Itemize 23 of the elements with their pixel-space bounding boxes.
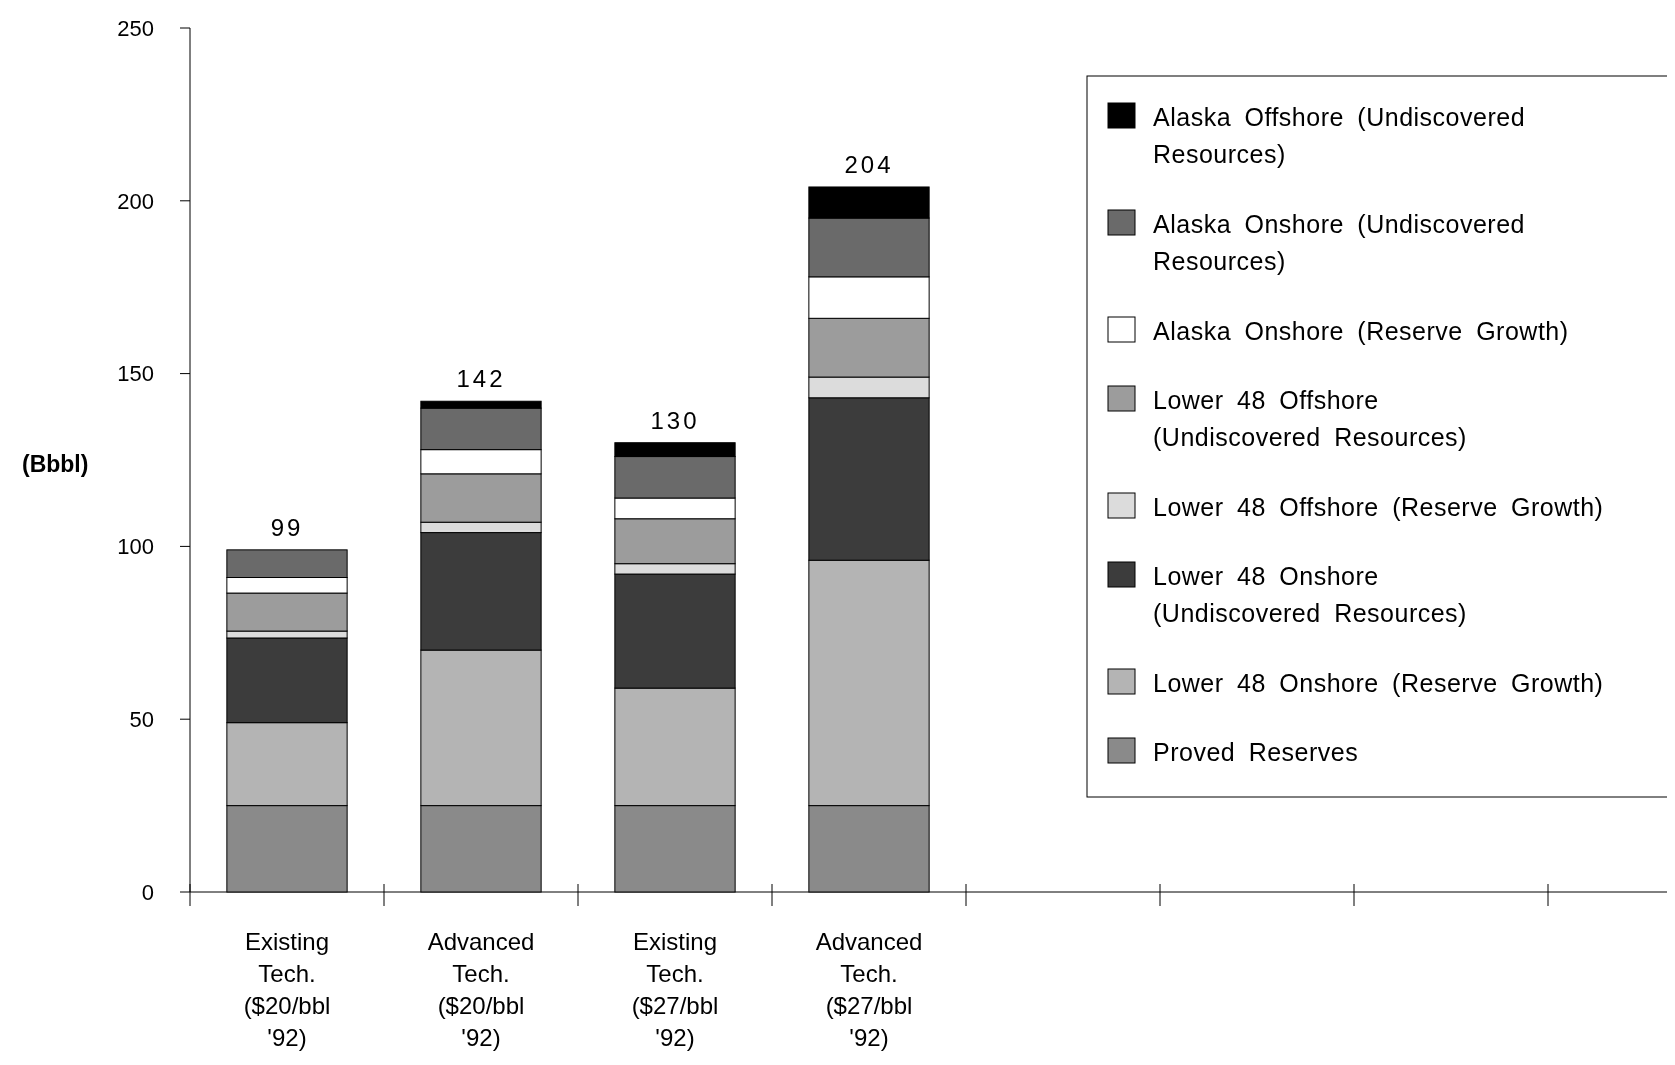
legend-label: Alaska Offshore (Undiscovered Resources) — [1153, 103, 1526, 168]
legend-label: Alaska Onshore (Undiscovered Resources) — [1153, 210, 1525, 275]
x-tick-label: Existing Tech. ($20/bbl '92) — [243, 928, 331, 1051]
y-tick-label: 250 — [117, 15, 154, 41]
x-tick-label: Advanced Tech. ($27/bbl '92) — [815, 928, 923, 1051]
x-tick-label: Advanced Tech. ($20/bbl '92) — [427, 928, 535, 1051]
total-label: 204 — [844, 150, 894, 178]
legend-label: Lower 48 Offshore (Undiscovered Resources) — [1153, 386, 1467, 451]
total-label: 99 — [270, 513, 304, 541]
y-tick-label: 50 — [129, 706, 154, 732]
y-axis-title: (Bbbl) — [22, 451, 89, 477]
legend-label: Lower 48 Offshore (Reserve Growth) — [1153, 493, 1604, 521]
total-label: 130 — [650, 406, 700, 434]
y-tick-label: 200 — [117, 188, 154, 214]
x-tick-label: Existing Tech. ($27/bbl '92) — [631, 928, 719, 1051]
legend-label: Lower 48 Onshore (Undiscovered Resources) — [1153, 562, 1467, 627]
y-tick-label: 150 — [117, 361, 154, 387]
y-tick-label: 0 — [141, 879, 154, 905]
legend-label: Lower 48 Onshore (Reserve Growth) — [1153, 669, 1604, 697]
y-tick-label: 100 — [117, 534, 154, 560]
legend-label: Proved Reserves — [1153, 738, 1359, 766]
total-label: 142 — [456, 365, 506, 393]
legend-label: Alaska Onshore (Reserve Growth) — [1153, 317, 1569, 345]
